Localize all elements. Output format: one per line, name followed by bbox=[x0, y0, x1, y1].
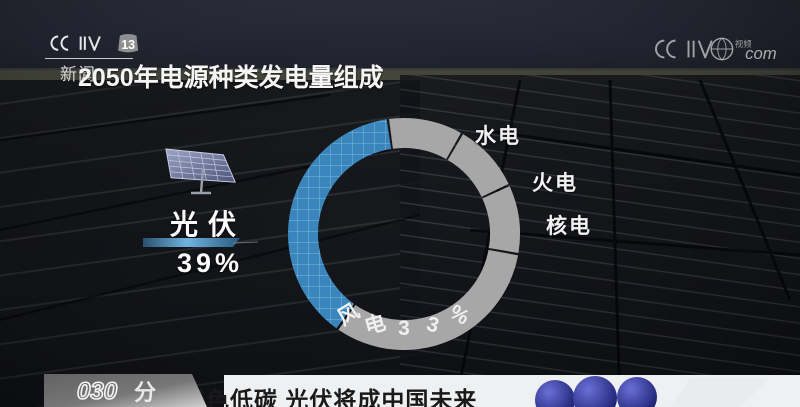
svg-text:13: 13 bbox=[121, 38, 135, 52]
svg-text:3: 3 bbox=[398, 317, 410, 340]
svg-text:030: 030 bbox=[77, 378, 118, 405]
svg-text:com: com bbox=[745, 44, 777, 63]
svg-text:分: 分 bbox=[134, 380, 156, 405]
